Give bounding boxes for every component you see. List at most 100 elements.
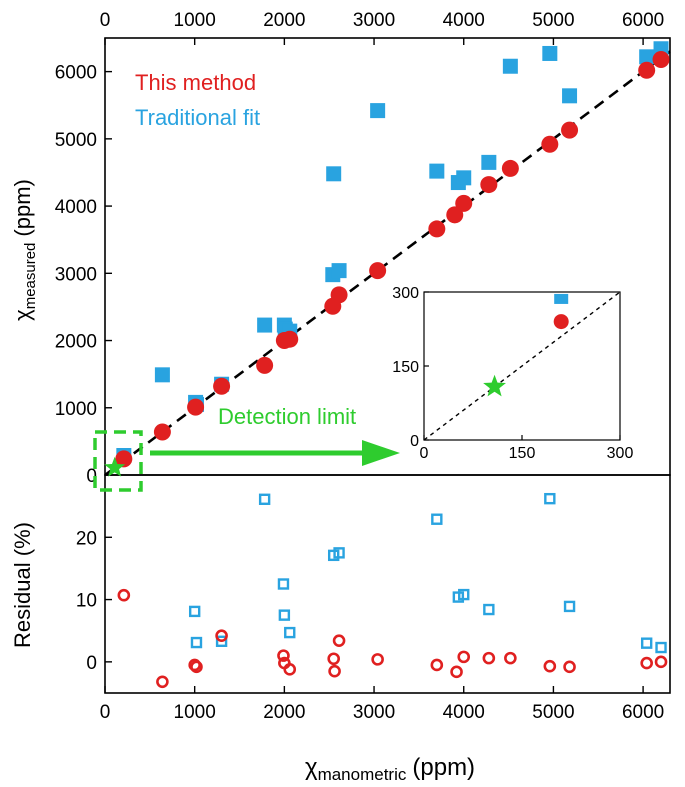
main-y-tick-label: 3000 (55, 264, 97, 285)
x-axis-label: χmanometric (ppm) (305, 754, 475, 784)
detection-limit-star (104, 456, 126, 477)
residual-this-method-point (215, 629, 228, 642)
main-y-tick-label: 2000 (55, 332, 97, 353)
x-axis-unit: (ppm) (412, 754, 475, 781)
inset-traditional-point (554, 293, 569, 304)
y-axis-symbol: χ (10, 309, 35, 321)
residual-this-method-point (188, 658, 201, 672)
traditional-fit-point (456, 170, 472, 186)
residual-traditional-point (284, 626, 296, 639)
inset-x-tick-label: 0 (420, 445, 429, 462)
main-y-tick-label: 1000 (55, 399, 97, 420)
top-x-tick-label: 0 (100, 10, 111, 31)
detection-zoom-box (93, 430, 143, 492)
residual-traditional-point (563, 600, 576, 613)
residual-traditional-point (278, 609, 291, 621)
residual-this-method-point (430, 658, 444, 672)
residual-traditional-point (458, 588, 470, 601)
this-method-point (369, 262, 387, 280)
residual-traditional-point (483, 603, 495, 616)
traditional-fit-point (370, 103, 386, 119)
residual-x-tick-label: 0 (100, 702, 111, 723)
residual-this-method-point (328, 664, 341, 678)
residual-this-method-point (371, 653, 384, 666)
residual-y-tick-label: 0 (86, 653, 97, 674)
residual-traditional-point (655, 641, 667, 654)
residual-this-method-point (283, 663, 297, 676)
residual-y-tick-label: 20 (76, 528, 97, 549)
residual-x-tick-label: 6000 (622, 702, 664, 723)
residual-x-tick-label: 4000 (443, 702, 485, 723)
residual-x-tick-label: 1000 (174, 702, 216, 723)
residual-traditional-point (190, 636, 203, 649)
legend-traditional-fit: Traditional fit (135, 105, 260, 130)
traditional-fit-point (326, 166, 342, 182)
residual-this-method-point (190, 660, 203, 674)
traditional-fit-point (481, 154, 497, 170)
main-y-tick-label: 5000 (55, 130, 97, 151)
residual-x-tick-label: 3000 (353, 702, 395, 723)
residual-this-method-point (332, 634, 346, 647)
top-x-tick-label: 3000 (353, 10, 395, 31)
this-method-point (428, 220, 446, 238)
traditional-fit-point (331, 263, 347, 279)
residual-traditional-point (640, 637, 653, 649)
top-x-tick-label: 4000 (443, 10, 485, 31)
this-method-point (256, 356, 274, 374)
this-method-point (652, 51, 670, 69)
y-axis-unit: (ppm) (10, 179, 35, 236)
this-method-point (501, 159, 519, 177)
this-method-point (446, 206, 464, 224)
residual-traditional-point (544, 492, 556, 505)
this-method-point (115, 450, 133, 468)
main-plot: 0 1000 2000 3000 4000 5000 6000010002000300040… (55, 10, 671, 492)
y-axis-label-main: χmeasured (ppm) (10, 179, 39, 321)
residual-x-tick-label: 5000 (532, 702, 574, 723)
main-y-tick-label: 0 (86, 466, 97, 487)
top-x-tick-label: 5000 (532, 10, 574, 31)
traditional-fit-point (542, 45, 558, 61)
residual-traditional-point (215, 635, 228, 648)
residual-this-method-point (117, 588, 131, 602)
this-method-point (541, 135, 559, 153)
residual-x-tick-label: 2000 (263, 702, 305, 723)
residual-traditional-point (277, 578, 290, 590)
y-axis-subscript: measured (22, 243, 39, 310)
top-x-tick-label: 1000 (174, 10, 216, 31)
residual-this-method-point (654, 655, 668, 669)
inset-this-method-point (553, 314, 569, 330)
inset-identity-line (423, 291, 621, 441)
inset-x-tick-label: 300 (607, 445, 634, 462)
residual-this-method-point (482, 651, 496, 665)
this-method-point (213, 377, 231, 395)
main-y-tick-label: 6000 (55, 63, 97, 84)
inset-detection-star (483, 374, 506, 397)
this-method-point (638, 61, 656, 79)
residual-plot-frame (104, 474, 671, 694)
residual-this-method-point (277, 649, 290, 662)
traditional-fit-point (562, 88, 578, 104)
residual-traditional-point (258, 493, 271, 505)
this-method-point (153, 423, 171, 441)
this-method-point (187, 398, 205, 416)
residual-traditional-point (431, 513, 443, 525)
top-x-tick-label: 2000 (263, 10, 305, 31)
this-method-point (455, 194, 473, 212)
this-method-point (330, 286, 348, 304)
traditional-fit-point (639, 49, 655, 65)
inset-y-tick-label: 0 (410, 433, 419, 450)
inset-plot: 0 150 300 0 150 300 (392, 285, 633, 462)
residual-y-tick-label: 10 (76, 591, 97, 612)
detection-limit-label: Detection limit (218, 404, 356, 429)
inset-y-tick-label: 150 (392, 359, 419, 376)
svg-text:χmeasured(ppm): χmeasured (ppm) (10, 179, 39, 321)
residual-this-method-point (563, 660, 576, 674)
x-axis-symbol: χ (305, 754, 318, 781)
y-axis-label-residual: Residual (%) (10, 522, 35, 648)
residual-this-method-point (543, 659, 557, 673)
x-axis-subscript: manometric (318, 765, 407, 784)
top-x-tick-label: 6000 (622, 10, 664, 31)
this-method-point (281, 330, 299, 348)
detection-arrow-head (362, 440, 400, 466)
